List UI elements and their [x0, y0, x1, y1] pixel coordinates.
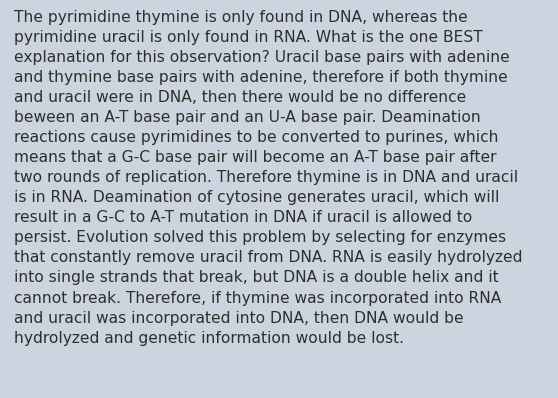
Text: The pyrimidine thymine is only found in DNA, whereas the
pyrimidine uracil is on: The pyrimidine thymine is only found in … — [14, 10, 522, 345]
